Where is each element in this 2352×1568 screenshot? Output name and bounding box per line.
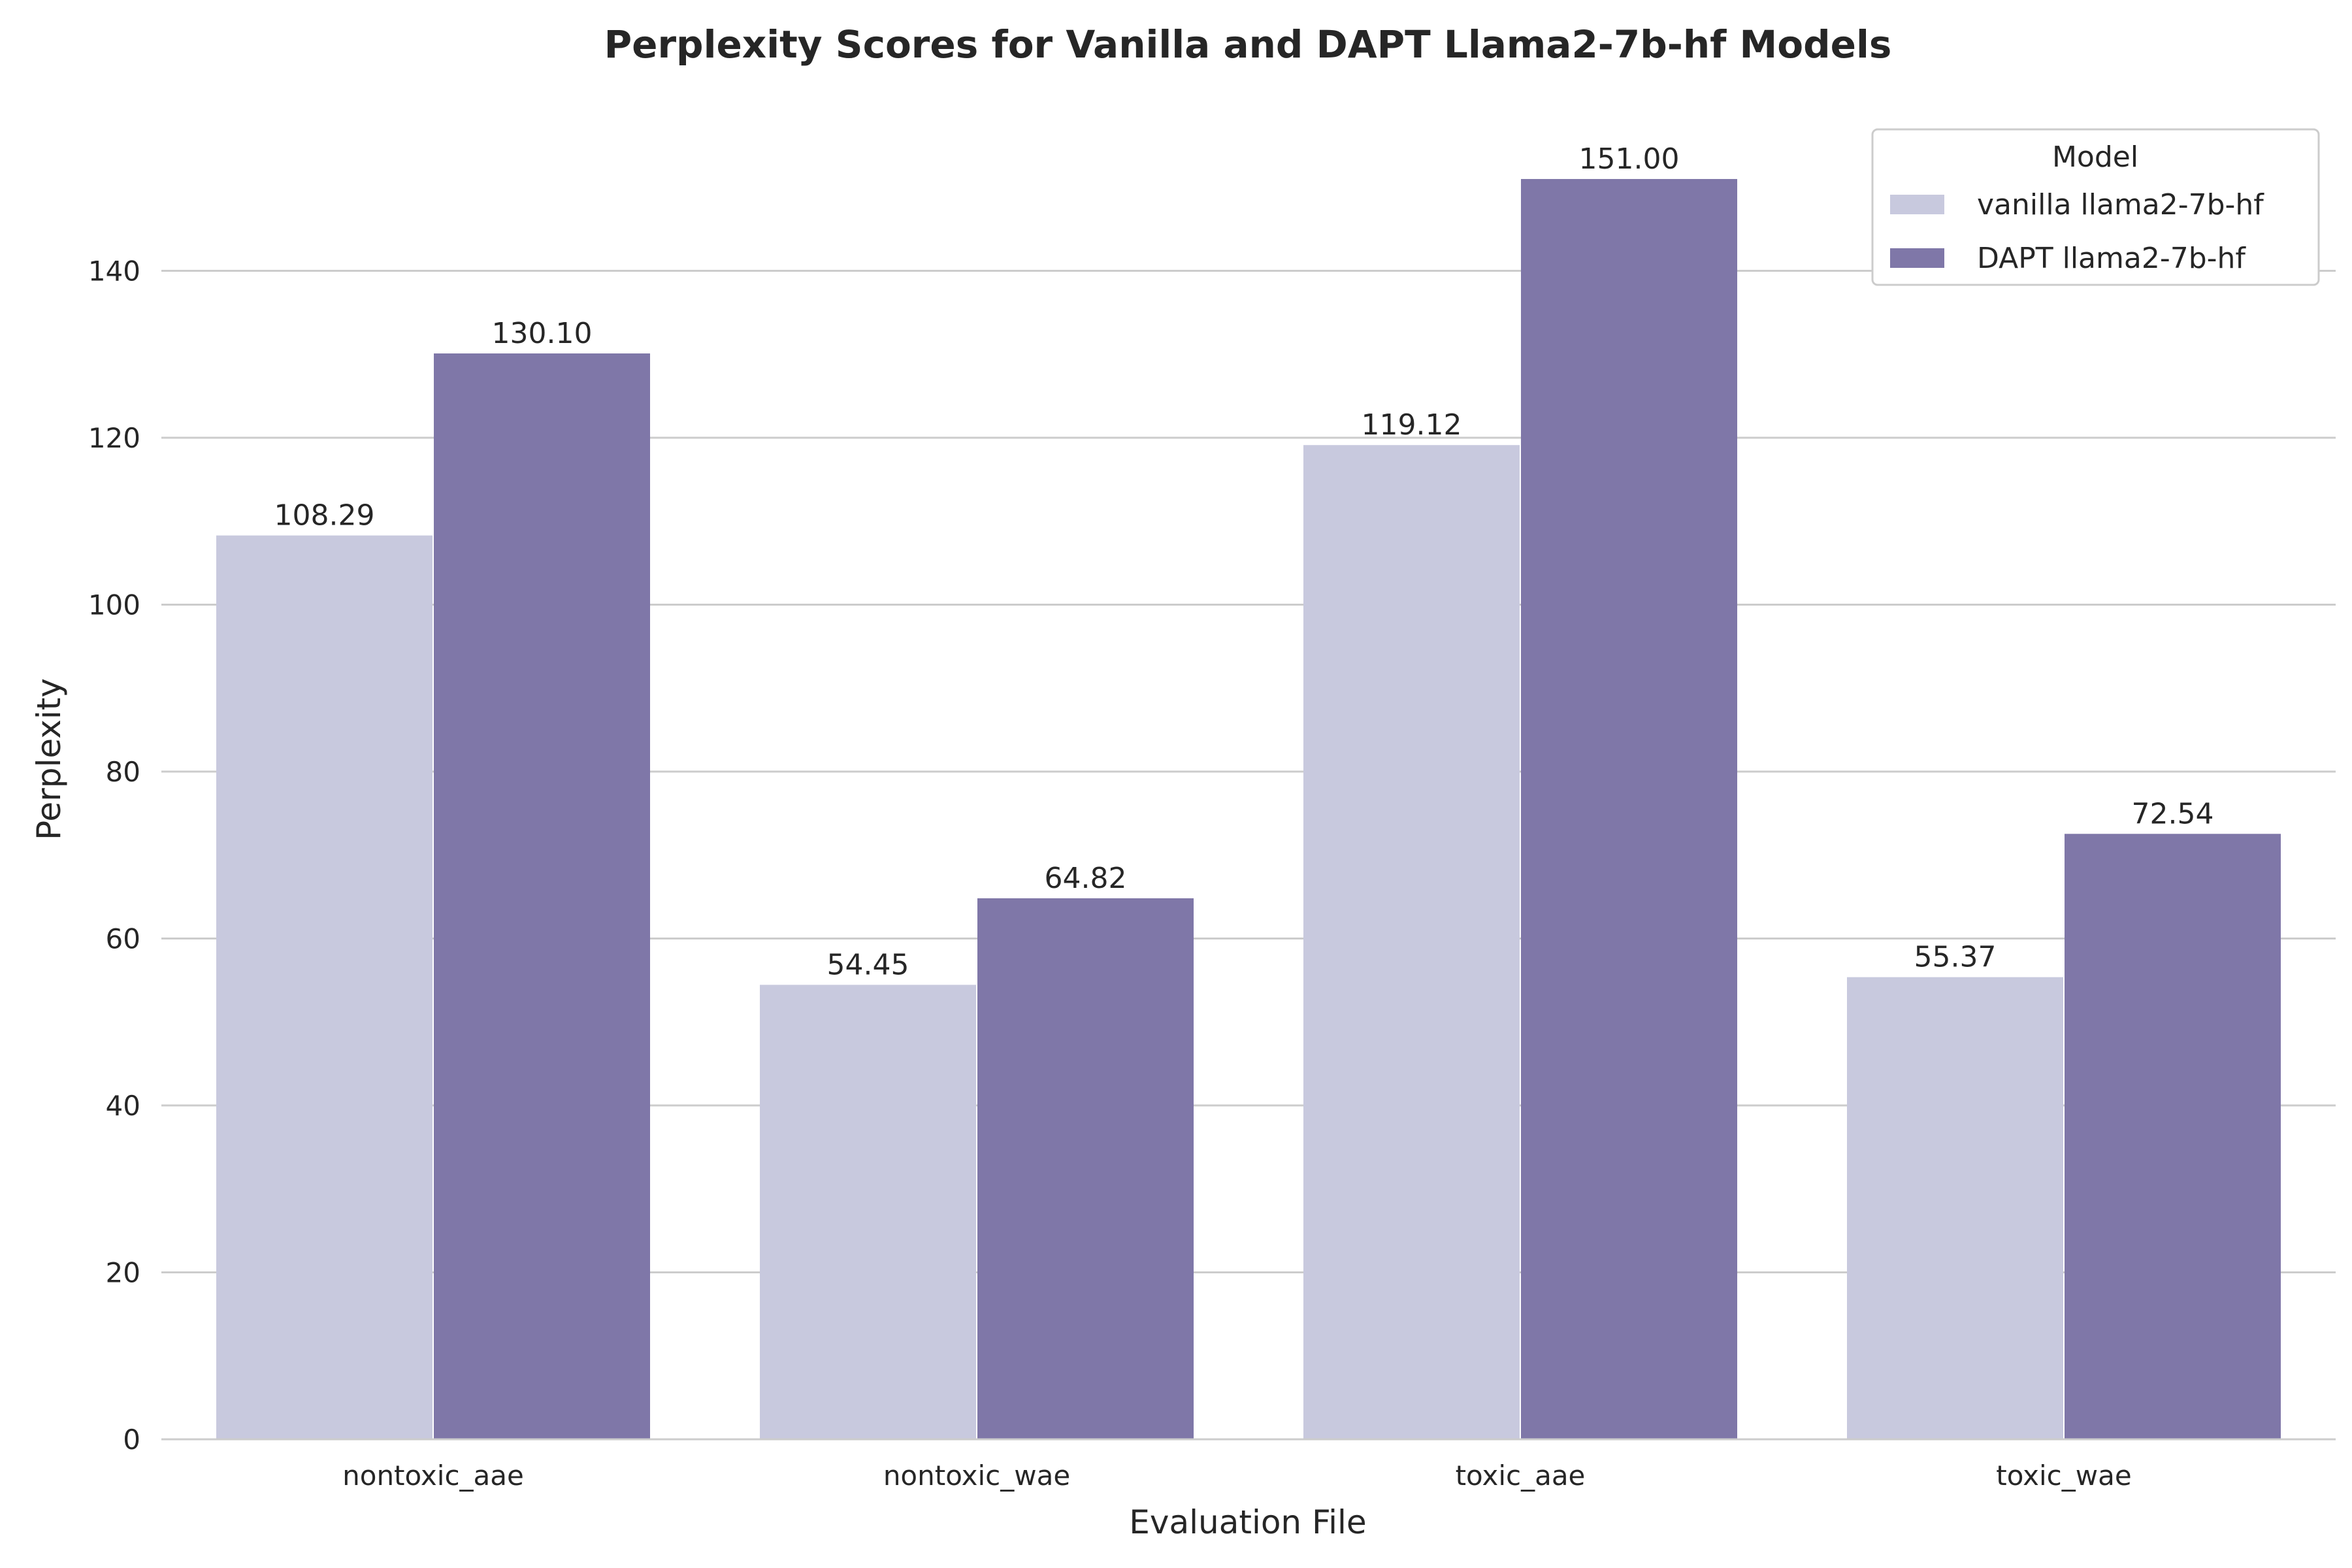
legend-title: Model	[2052, 140, 2138, 174]
x-axis-label: Evaluation File	[1129, 1503, 1366, 1541]
bars	[216, 178, 2281, 1440]
legend-frame	[1871, 128, 2320, 286]
x-tick-label: toxic_aae	[1456, 1460, 1586, 1492]
legend: Model vanilla llama2-7b-hf DAPT llama2-7b…	[1871, 128, 2320, 286]
bar-value-label: 54.45	[827, 948, 909, 981]
bar-toxic_aae-dapt	[1521, 178, 1737, 1440]
bar-nontoxic_wae-dapt	[977, 898, 1194, 1439]
bar-nontoxic_wae-vanilla	[760, 985, 976, 1439]
y-tick-labels: 0 20 40 60 80 100 120 140	[88, 255, 140, 1456]
bar-toxic_wae-dapt	[2065, 834, 2281, 1439]
bar-toxic_wae-vanilla	[1847, 977, 2063, 1439]
y-tick-label: 20	[106, 1257, 140, 1289]
x-tick-label: nontoxic_aae	[342, 1460, 524, 1492]
legend-entry-label: vanilla llama2-7b-hf	[1977, 188, 2264, 221]
bar-value-label: 72.54	[2132, 797, 2214, 830]
legend-swatch	[1890, 195, 1944, 214]
bar-value-label: 108.29	[274, 499, 375, 532]
bar-value-label: 55.37	[1914, 941, 1997, 974]
y-axis-label: Perplexity	[30, 678, 68, 840]
legend-entry-label: DAPT llama2-7b-hf	[1977, 242, 2246, 275]
x-tick-label: nontoxic_wae	[883, 1460, 1070, 1492]
legend-swatch	[1890, 248, 1944, 268]
x-tick-label: toxic_wae	[1996, 1460, 2131, 1492]
y-tick-label: 80	[106, 756, 140, 788]
y-tick-label: 100	[88, 589, 140, 621]
bar-value-label: 130.10	[492, 317, 593, 350]
bar-nontoxic_aae-dapt	[434, 353, 650, 1440]
y-tick-label: 0	[123, 1424, 140, 1456]
y-tick-label: 140	[88, 255, 140, 287]
data-labels: 108.29 130.10 54.45 64.82 119.12 151.00 55.37 7…	[274, 142, 2214, 981]
bar-value-label: 64.82	[1045, 862, 1127, 895]
y-tick-label: 120	[88, 422, 140, 454]
bar-toxic_aae-vanilla	[1303, 445, 1520, 1440]
chart-title: Perplexity Scores for Vanilla and DAPT L…	[604, 22, 1892, 67]
bar-value-label: 151.00	[1579, 142, 1680, 176]
y-tick-label: 60	[106, 923, 140, 955]
bar-nontoxic_aae-vanilla	[216, 535, 433, 1440]
x-tick-labels: nontoxic_aae nontoxic_wae toxic_aae toxic_w…	[342, 1460, 2132, 1492]
bar-value-label: 119.12	[1362, 408, 1462, 442]
y-tick-label: 40	[106, 1090, 140, 1122]
